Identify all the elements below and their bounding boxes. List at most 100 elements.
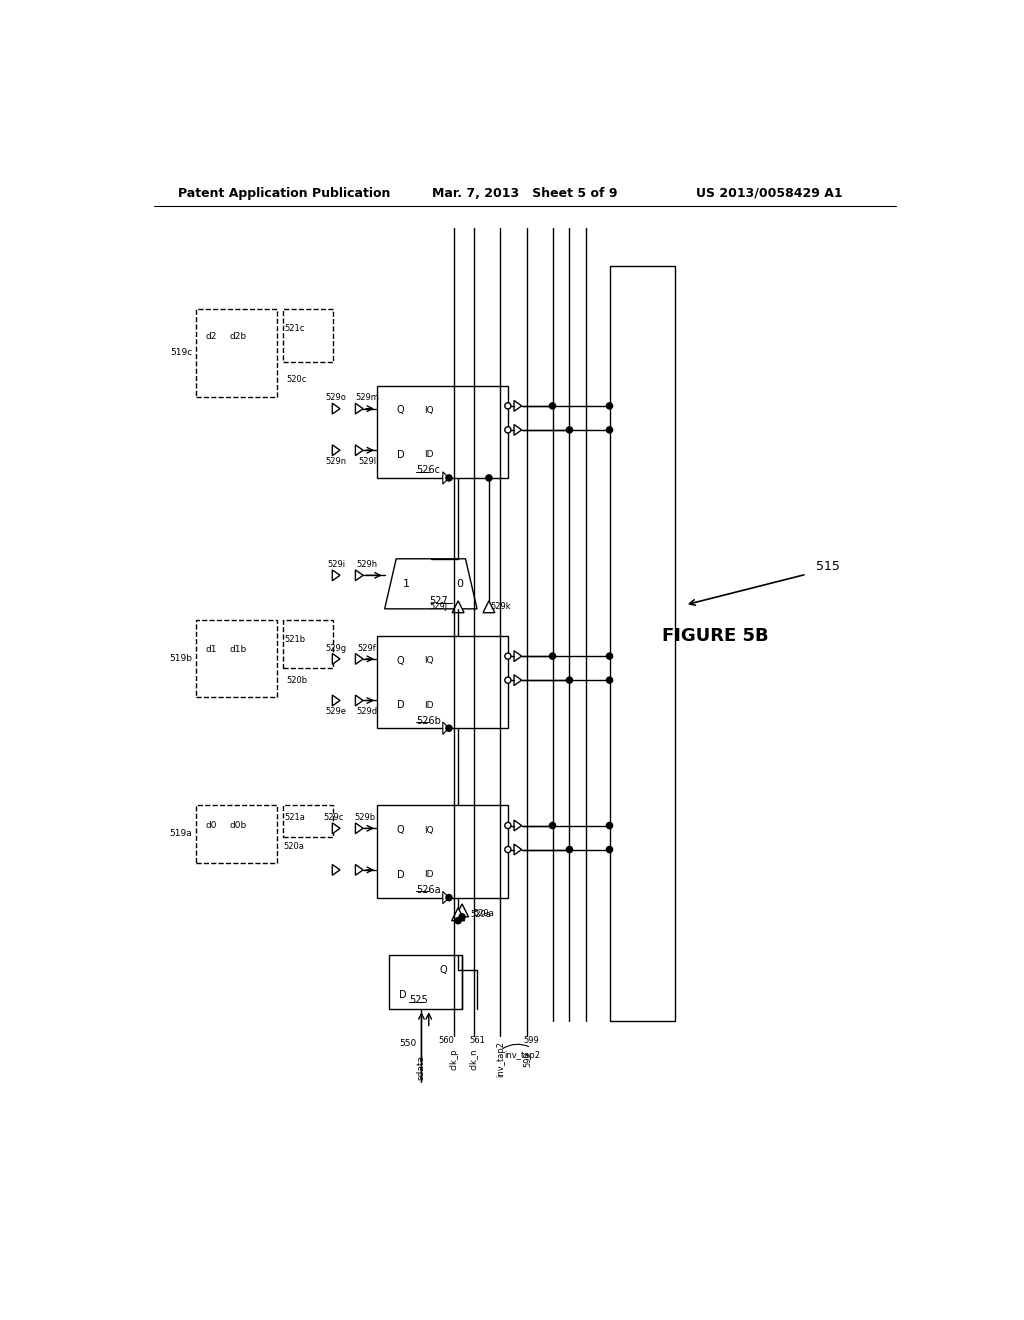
Text: clk_n: clk_n bbox=[469, 1048, 478, 1071]
Polygon shape bbox=[355, 404, 364, 414]
Text: 521c: 521c bbox=[285, 323, 305, 333]
Text: Q: Q bbox=[396, 405, 404, 416]
Polygon shape bbox=[385, 558, 477, 609]
Polygon shape bbox=[442, 722, 449, 734]
Text: 529c: 529c bbox=[324, 813, 344, 822]
Text: ID: ID bbox=[425, 701, 434, 710]
Text: 529l: 529l bbox=[357, 457, 376, 466]
Polygon shape bbox=[355, 865, 364, 875]
Text: 520a: 520a bbox=[283, 842, 304, 851]
Text: IQ: IQ bbox=[425, 656, 434, 665]
Polygon shape bbox=[514, 425, 521, 436]
Bar bbox=[377, 805, 508, 898]
Text: d2: d2 bbox=[206, 333, 217, 342]
Circle shape bbox=[550, 403, 556, 409]
Text: 529d: 529d bbox=[356, 706, 378, 715]
Circle shape bbox=[550, 653, 556, 659]
Text: 529g: 529g bbox=[326, 644, 347, 652]
Text: ID: ID bbox=[425, 450, 434, 459]
Text: 599: 599 bbox=[523, 1036, 540, 1044]
Circle shape bbox=[445, 475, 452, 480]
Text: clk_p: clk_p bbox=[450, 1048, 459, 1071]
Circle shape bbox=[606, 426, 612, 433]
Text: 560: 560 bbox=[438, 1036, 455, 1044]
Text: US 2013/0058429 A1: US 2013/0058429 A1 bbox=[696, 186, 843, 199]
Bar bbox=[283, 620, 333, 668]
Text: IQ: IQ bbox=[425, 825, 434, 834]
Text: Q: Q bbox=[396, 825, 404, 836]
Bar bbox=[196, 620, 276, 697]
Text: 529m: 529m bbox=[355, 393, 379, 403]
Circle shape bbox=[606, 653, 612, 659]
Text: 529a: 529a bbox=[470, 909, 492, 919]
Text: 529k: 529k bbox=[490, 602, 511, 611]
Text: 550: 550 bbox=[399, 1039, 416, 1048]
Circle shape bbox=[606, 677, 612, 684]
Text: d1: d1 bbox=[206, 645, 217, 655]
Text: 529h: 529h bbox=[356, 560, 378, 569]
Bar bbox=[377, 385, 508, 478]
Polygon shape bbox=[333, 865, 340, 875]
Text: 521b: 521b bbox=[285, 635, 306, 644]
Text: D: D bbox=[396, 700, 404, 710]
Circle shape bbox=[455, 917, 461, 924]
Text: D: D bbox=[399, 990, 407, 999]
Text: 529n: 529n bbox=[326, 457, 347, 466]
Circle shape bbox=[606, 846, 612, 853]
Text: Q: Q bbox=[396, 656, 404, 665]
Text: 529b: 529b bbox=[354, 813, 375, 822]
Polygon shape bbox=[333, 445, 340, 455]
Bar bbox=[283, 309, 333, 362]
Bar bbox=[196, 805, 276, 863]
Polygon shape bbox=[355, 445, 364, 455]
Circle shape bbox=[505, 426, 511, 433]
Polygon shape bbox=[333, 653, 340, 664]
Polygon shape bbox=[514, 400, 521, 412]
Polygon shape bbox=[333, 570, 340, 581]
Polygon shape bbox=[442, 471, 449, 484]
Text: Q: Q bbox=[439, 965, 447, 975]
Polygon shape bbox=[333, 404, 340, 414]
Polygon shape bbox=[333, 822, 340, 834]
Circle shape bbox=[566, 677, 572, 684]
Text: 529a: 529a bbox=[473, 908, 495, 917]
Text: 526c: 526c bbox=[416, 465, 440, 475]
Text: 561: 561 bbox=[469, 1036, 485, 1044]
Circle shape bbox=[459, 913, 465, 920]
Polygon shape bbox=[452, 908, 465, 921]
Text: FIGURE 5B: FIGURE 5B bbox=[663, 627, 769, 644]
Bar bbox=[283, 805, 333, 837]
Circle shape bbox=[606, 822, 612, 829]
Bar bbox=[609, 267, 675, 1020]
Text: ID: ID bbox=[425, 870, 434, 879]
Text: 520c: 520c bbox=[287, 375, 307, 384]
Text: 1: 1 bbox=[402, 579, 410, 589]
Polygon shape bbox=[355, 653, 364, 664]
Text: Mar. 7, 2013   Sheet 5 of 9: Mar. 7, 2013 Sheet 5 of 9 bbox=[432, 186, 617, 199]
Polygon shape bbox=[453, 601, 464, 612]
Text: d0b: d0b bbox=[229, 821, 247, 830]
Text: 526a: 526a bbox=[416, 884, 441, 895]
Circle shape bbox=[566, 846, 572, 853]
Text: d1b: d1b bbox=[229, 645, 247, 655]
Circle shape bbox=[445, 725, 452, 731]
Bar bbox=[196, 309, 276, 397]
Text: 527: 527 bbox=[429, 597, 447, 606]
Polygon shape bbox=[355, 822, 364, 834]
Circle shape bbox=[566, 426, 572, 433]
Circle shape bbox=[505, 822, 511, 829]
Polygon shape bbox=[333, 696, 340, 706]
Text: inv_tap2: inv_tap2 bbox=[504, 1051, 541, 1060]
Text: D: D bbox=[396, 870, 404, 879]
Text: 519c: 519c bbox=[170, 348, 193, 356]
Text: 529e: 529e bbox=[326, 706, 347, 715]
Text: 529o: 529o bbox=[326, 393, 346, 403]
Polygon shape bbox=[355, 570, 364, 581]
Polygon shape bbox=[514, 820, 521, 830]
Circle shape bbox=[505, 846, 511, 853]
Text: 520b: 520b bbox=[287, 676, 308, 685]
Circle shape bbox=[505, 677, 511, 684]
Text: 519a: 519a bbox=[169, 829, 193, 838]
Polygon shape bbox=[514, 845, 521, 855]
Text: 0: 0 bbox=[457, 579, 464, 589]
